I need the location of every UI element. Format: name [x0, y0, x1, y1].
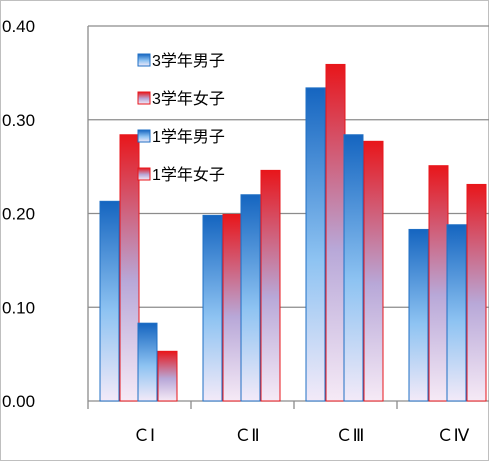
- bar-series3-cat1: [260, 169, 281, 402]
- y-tick-label: 0.30: [2, 111, 35, 130]
- bar-series1-cat0: [119, 134, 140, 402]
- y-tick-label: 0.40: [2, 17, 35, 36]
- bar-series0-cat3: [408, 228, 429, 402]
- x-category-label: ＣⅢ: [336, 426, 365, 445]
- bar-series0-cat0: [99, 200, 120, 402]
- bars: [99, 63, 487, 402]
- legend-swatch-3gakunen-joshi: [137, 91, 151, 105]
- bar-series1-cat2: [325, 63, 346, 402]
- axis-labels: 0.00 0.10 0.20 0.30 0.40 ＣⅠ ＣⅡ ＣⅢ ＣⅣ: [2, 17, 470, 445]
- bar-series3-cat0: [157, 350, 178, 402]
- x-category-label: ＣⅠ: [133, 426, 155, 445]
- y-tick-label: 0.20: [2, 205, 35, 224]
- axes: [87, 26, 398, 409]
- bar-series0-cat1: [202, 214, 223, 402]
- bar-series1-cat1: [222, 213, 243, 402]
- bar-series3-cat2: [363, 140, 384, 402]
- bar-series2-cat0: [137, 322, 158, 402]
- legend-swatch-3gakunen-danshi: [137, 53, 151, 67]
- y-tick-label: 0.00: [2, 392, 35, 411]
- bar-series0-cat2: [305, 87, 326, 402]
- legend-label: 1学年女子: [152, 165, 225, 184]
- legend-item: 1学年男子: [137, 128, 225, 146]
- bar-series2-cat1: [240, 194, 261, 402]
- bar-series3-cat3: [466, 183, 487, 402]
- y-tick-label: 0.10: [2, 298, 35, 317]
- bar-series2-cat2: [343, 134, 364, 402]
- legend-label: 3学年女子: [152, 89, 225, 108]
- legend-label: 1学年男子: [152, 128, 225, 146]
- legend-item: 3学年男子: [137, 52, 225, 70]
- x-category-label: ＣⅣ: [437, 426, 470, 445]
- legend-swatch-1gakunen-danshi: [137, 129, 151, 143]
- bar-series1-cat3: [428, 165, 449, 402]
- bar-series2-cat3: [446, 224, 467, 402]
- legend: 3学年男子 3学年女子 1学年男子 1学年女子: [137, 52, 225, 184]
- legend-swatch-1gakunen-joshi: [137, 167, 151, 181]
- legend-item: 3学年女子: [137, 89, 225, 108]
- x-category-label: ＣⅡ: [234, 426, 259, 445]
- legend-label: 3学年男子: [152, 52, 225, 70]
- legend-item: 1学年女子: [137, 165, 225, 184]
